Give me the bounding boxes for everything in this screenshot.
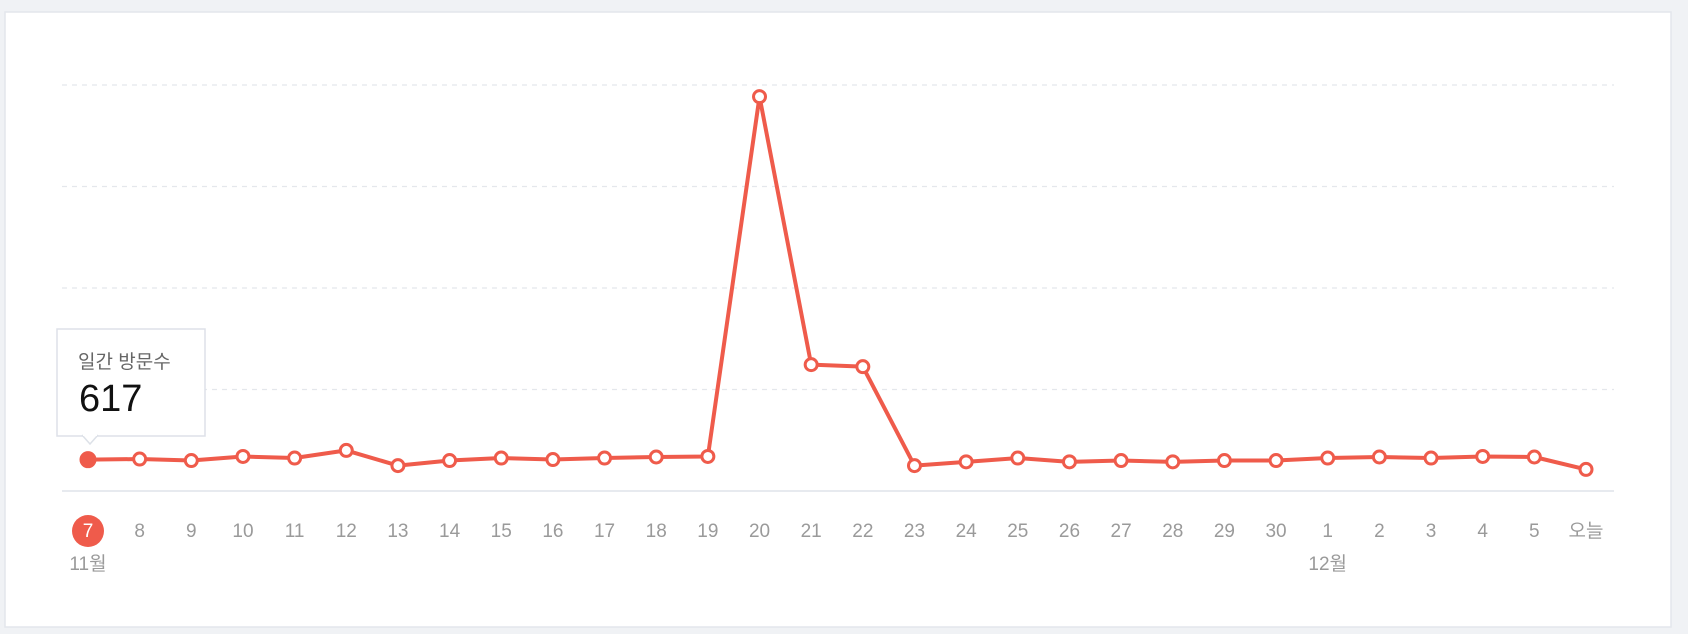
x-tick-label: 오늘	[1569, 520, 1604, 542]
x-tick-label: 26	[1059, 521, 1080, 542]
x-tick-label: 13	[387, 521, 408, 542]
point	[1423, 450, 1439, 466]
point	[545, 452, 561, 468]
point	[1475, 448, 1491, 464]
x-tick-label: 11	[285, 521, 305, 542]
point	[1371, 449, 1387, 465]
x-tick-label: 30	[1265, 521, 1286, 542]
point	[442, 453, 458, 469]
x-tick-label: 15	[491, 521, 512, 542]
x-tick-label: 17	[594, 521, 615, 542]
point	[1061, 454, 1077, 470]
x-tick-label: 7	[83, 521, 94, 542]
x-tick-label: 18	[646, 521, 667, 542]
point	[79, 451, 97, 469]
card	[4, 11, 1672, 628]
point	[958, 454, 974, 470]
x-tick-label: 1	[1322, 521, 1333, 542]
x-tick-label: 16	[542, 521, 563, 542]
tooltip-pointer-cover	[83, 433, 97, 436]
point	[700, 448, 716, 464]
tooltip-value: 617	[79, 378, 142, 420]
tooltip-title: 일간 방문수	[78, 351, 171, 373]
month-label: 12월	[1308, 553, 1347, 575]
point	[1216, 453, 1232, 469]
x-tick-label: 14	[439, 521, 461, 542]
tooltip: 일간 방문수 617	[56, 328, 206, 446]
point	[1113, 453, 1129, 469]
point	[132, 451, 148, 467]
x-tick-label: 27	[1111, 521, 1132, 542]
point	[648, 449, 664, 465]
point	[235, 448, 251, 464]
x-tick-label: 28	[1162, 521, 1183, 542]
line	[87, 94, 1587, 472]
point	[597, 450, 613, 466]
x-tick-label: 22	[852, 521, 873, 542]
point	[1165, 454, 1181, 470]
x-tick-label: 3	[1426, 521, 1437, 542]
x-tick-label: 23	[904, 521, 925, 542]
point	[803, 357, 819, 373]
x-tick-label: 5	[1529, 521, 1540, 542]
tooltip-pointer	[81, 434, 99, 446]
month-label: 11월	[69, 553, 106, 575]
x-tick-label: 10	[232, 521, 253, 542]
x-tick-label: 19	[697, 521, 718, 542]
x-tick-label: 2	[1374, 521, 1385, 542]
x-tick-label: 24	[956, 521, 978, 542]
x-tick-label: 8	[134, 521, 145, 542]
x-tick-label: 9	[186, 521, 197, 542]
point	[1526, 449, 1542, 465]
x-tick-label: 20	[749, 521, 770, 542]
selected-day-badge	[72, 515, 104, 547]
point	[493, 450, 509, 466]
point	[752, 89, 768, 105]
tooltip-box	[56, 328, 206, 437]
point	[855, 359, 871, 375]
point	[1268, 453, 1284, 469]
x-tick-label: 29	[1214, 521, 1235, 542]
point	[287, 450, 303, 466]
x-tick-label: 25	[1007, 521, 1028, 542]
x-tick-label: 4	[1477, 521, 1488, 542]
point	[183, 453, 199, 469]
x-tick-label: 12	[336, 521, 357, 542]
x-tick-label: 21	[801, 521, 822, 542]
point	[906, 458, 922, 474]
point	[1320, 450, 1336, 466]
point	[1578, 461, 1594, 477]
point	[390, 458, 406, 474]
point	[1010, 450, 1026, 466]
point	[338, 442, 354, 458]
